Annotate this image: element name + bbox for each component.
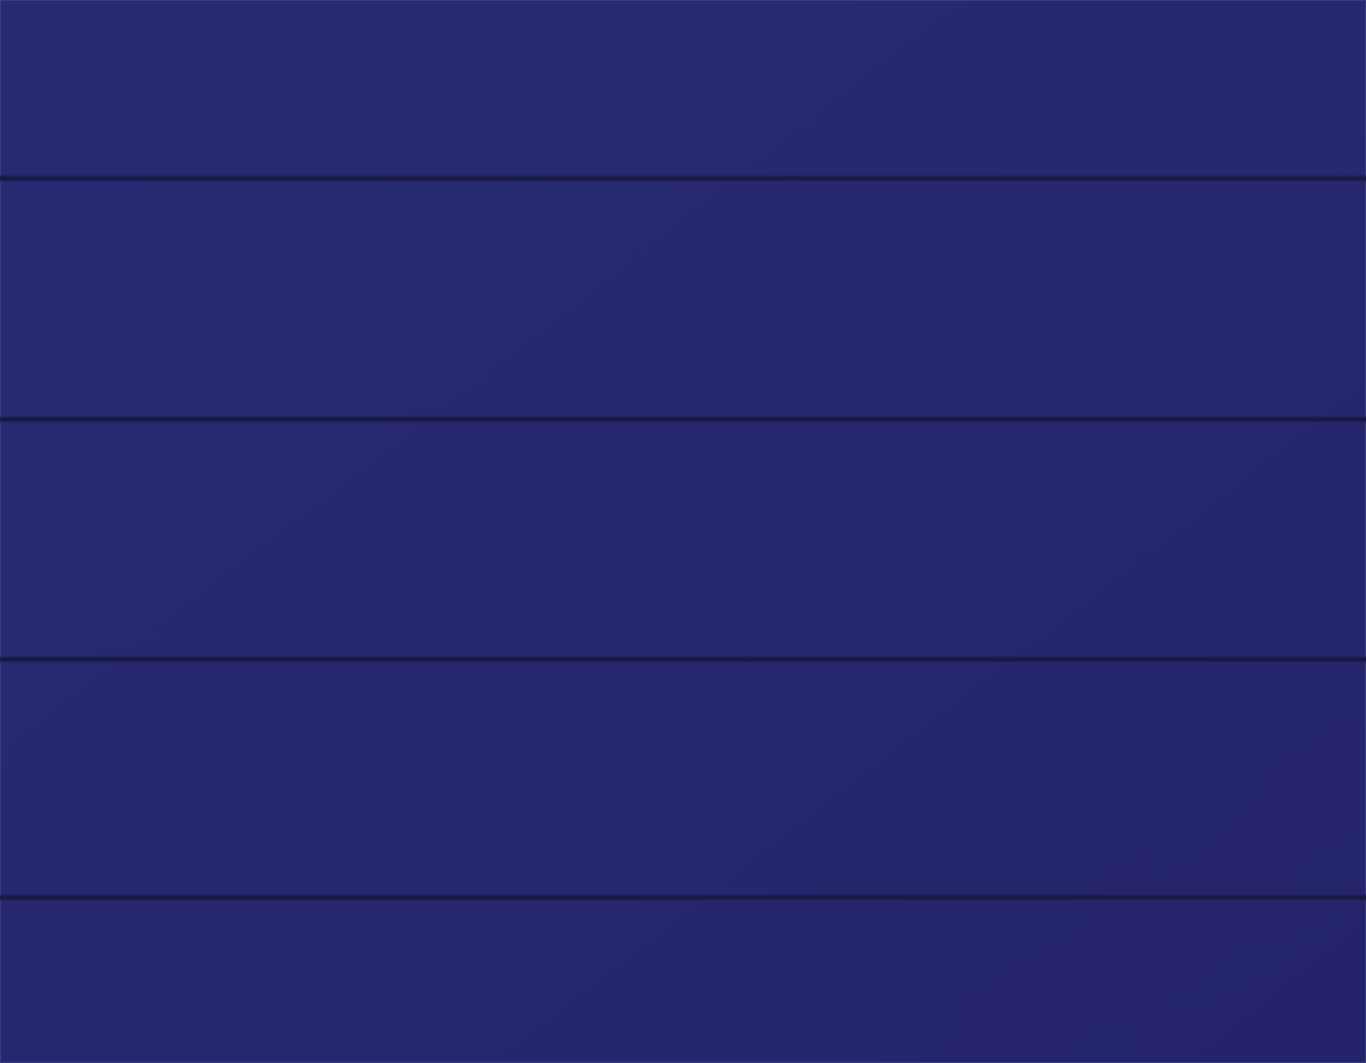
groove <box>0 893 1366 902</box>
groove <box>0 174 1366 183</box>
groove <box>0 655 1366 664</box>
groove <box>0 415 1366 424</box>
